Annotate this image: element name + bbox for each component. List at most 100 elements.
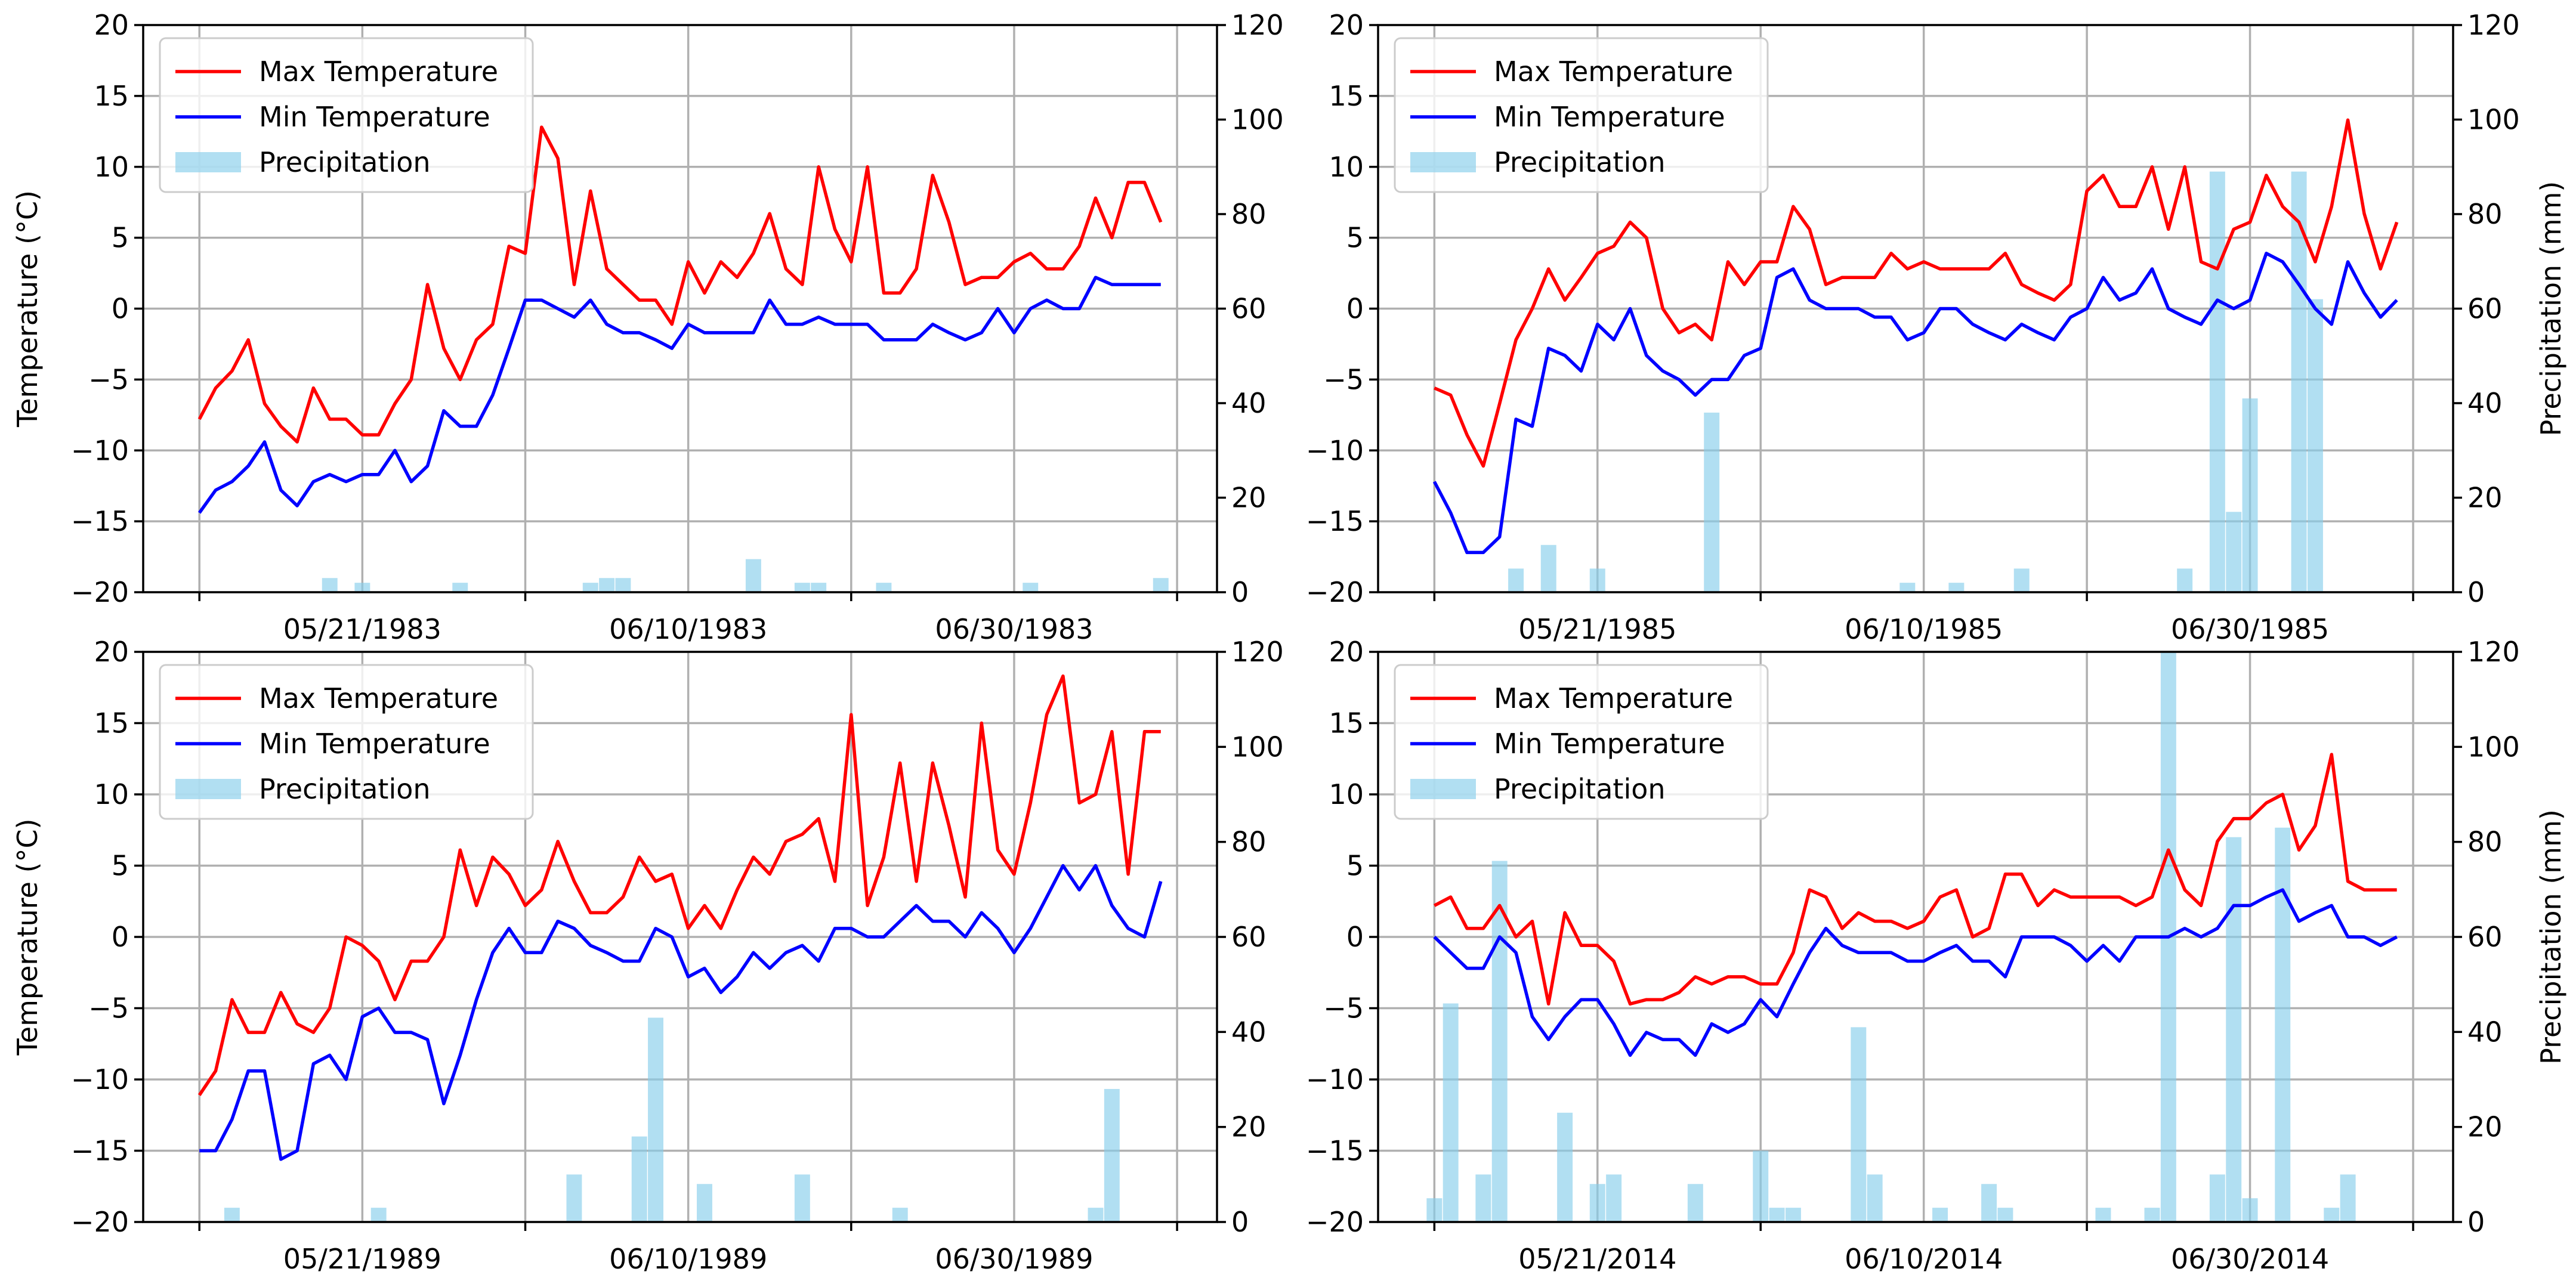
y-tick-label: 0 bbox=[112, 293, 129, 325]
precipitation-bar bbox=[1851, 1027, 1867, 1222]
y-tick-label: 20 bbox=[94, 636, 129, 668]
precipitation-bar bbox=[2226, 837, 2242, 1222]
precipitation-bar bbox=[2209, 1174, 2225, 1222]
y-tick-label: 10 bbox=[1329, 151, 1364, 183]
legend-entry-label: Max Temperature bbox=[259, 682, 498, 714]
min-temperature-line bbox=[197, 276, 1161, 514]
y-tick-label: 15 bbox=[94, 707, 129, 740]
precipitation-bar bbox=[2095, 1208, 2111, 1222]
y2-tick-label: 0 bbox=[1231, 576, 1249, 608]
legend: Max Temperature Min Temperature Precipitat… bbox=[159, 664, 534, 820]
y2-tick-label: 80 bbox=[2467, 826, 2503, 858]
y2-tick-label: 60 bbox=[2467, 921, 2503, 953]
left-y-axis: −20 −15 −10 −5 0 5 10 15 20 bbox=[1306, 636, 1378, 1238]
precipitation-bar bbox=[794, 1174, 810, 1222]
precipitation-bar bbox=[745, 559, 761, 592]
precipitation-bar bbox=[1704, 412, 1720, 592]
precipitation-bar bbox=[1426, 1198, 1443, 1222]
y-tick-label: −5 bbox=[1323, 363, 1364, 395]
y2-tick-label: 100 bbox=[1231, 731, 1284, 763]
x-tick-label: 05/21/1989 bbox=[283, 1243, 441, 1275]
y2-tick-label: 40 bbox=[1231, 387, 1267, 419]
x-axis: 05/21/1985 06/10/1985 06/30/1985 bbox=[1433, 592, 2414, 645]
precipitation-bars bbox=[322, 559, 1169, 592]
right-y-axis: 0 20 40 60 80 100 120 bbox=[1217, 636, 1284, 1238]
legend-entry-label: Precipitation bbox=[259, 146, 431, 178]
precipitation-bar bbox=[2291, 171, 2307, 592]
y-tick-label: 5 bbox=[1346, 850, 1364, 882]
y-tick-label: 5 bbox=[112, 850, 129, 882]
legend-entry-label: Min Temperature bbox=[259, 101, 490, 133]
x-axis: 05/21/2014 06/10/2014 06/30/2014 bbox=[1433, 1222, 2414, 1275]
y2-tick-label: 40 bbox=[2467, 1016, 2503, 1048]
y-tick-label: 15 bbox=[1329, 707, 1364, 740]
precipitation-bar bbox=[2242, 398, 2258, 592]
precipitation-bar bbox=[1769, 1208, 1785, 1222]
precipitation-bar bbox=[1508, 568, 1524, 592]
precipitation-bar bbox=[2242, 1198, 2258, 1222]
x-axis: 05/21/1983 06/10/1983 06/30/1983 bbox=[198, 592, 1178, 645]
max-temperature-line bbox=[1434, 753, 2397, 1006]
precipitation-bar bbox=[1557, 1112, 1573, 1222]
x-tick-label: 05/21/1985 bbox=[1518, 613, 1676, 645]
max-temperature-line bbox=[197, 674, 1161, 1096]
precipitation-bars bbox=[1508, 171, 2323, 592]
y-tick-label: 0 bbox=[112, 921, 129, 953]
min-temperature-line bbox=[1432, 252, 2398, 555]
legend-box bbox=[1394, 664, 1769, 820]
legend-entry-label: Min Temperature bbox=[259, 728, 490, 760]
y2-tick-label: 100 bbox=[2467, 104, 2520, 136]
left-y-axis: −20 −15 −10 −5 0 5 10 15 20 bbox=[71, 636, 143, 1238]
legend-swatch-precipitation bbox=[1410, 152, 1476, 172]
y2-tick-label: 40 bbox=[2467, 387, 2503, 419]
precipitation-bar bbox=[1589, 568, 1605, 592]
precipitation-bar bbox=[1088, 1208, 1104, 1222]
y-tick-label: −15 bbox=[71, 1135, 129, 1167]
y-tick-label: −20 bbox=[1306, 576, 1364, 608]
y-tick-label: 10 bbox=[94, 151, 129, 183]
y-tick-label: −20 bbox=[1306, 1206, 1364, 1238]
legend: Max Temperature Min Temperature Precipitat… bbox=[159, 37, 534, 193]
precipitation-bar bbox=[599, 578, 615, 592]
precipitation-bars bbox=[1426, 652, 2356, 1222]
y2-tick-label: 100 bbox=[1231, 104, 1284, 136]
precipitation-bar bbox=[1785, 1208, 1801, 1222]
precipitation-bar bbox=[2013, 568, 2030, 592]
legend-swatch-precipitation bbox=[1410, 779, 1476, 799]
y2-tick-label: 20 bbox=[2467, 482, 2503, 514]
y2-tick-label: 20 bbox=[2467, 1111, 2503, 1143]
y-tick-label: 20 bbox=[94, 9, 129, 41]
chart-panel-3: −20 −15 −10 −5 0 5 10 15 20 0 20 40 60 80 100 120 05/21/… bbox=[11, 636, 1284, 1275]
y-axis-label: Temperature (°C) bbox=[11, 818, 44, 1056]
y-tick-label: −5 bbox=[88, 992, 129, 1025]
y-tick-label: 20 bbox=[1329, 9, 1364, 41]
chart-panel-1: −20 −15 −10 −5 0 5 10 15 20 0 20 40 60 80 100 120 05/21/… bbox=[11, 9, 1284, 645]
x-tick-label: 05/21/1983 bbox=[283, 613, 441, 645]
precipitation-bar bbox=[615, 578, 631, 592]
legend-entry-label: Max Temperature bbox=[1494, 55, 1733, 88]
right-y-axis: 0 20 40 60 80 100 120 bbox=[2453, 9, 2520, 608]
x-axis: 05/21/1989 06/10/1989 06/30/1989 bbox=[198, 1222, 1178, 1275]
precipitation-bar bbox=[1153, 578, 1169, 592]
precipitation-bar bbox=[2307, 299, 2323, 592]
precipitation-bar bbox=[2226, 512, 2242, 592]
legend-entry-label: Min Temperature bbox=[1494, 101, 1725, 133]
x-tick-label: 06/10/2014 bbox=[1845, 1243, 2003, 1275]
precipitation-bar bbox=[631, 1136, 647, 1222]
y2-tick-label: 20 bbox=[1231, 482, 1267, 514]
precipitation-bar bbox=[1997, 1208, 2013, 1222]
y-tick-label: −10 bbox=[71, 1063, 129, 1096]
y-tick-label: −5 bbox=[88, 363, 129, 395]
y-tick-label: −20 bbox=[71, 1206, 129, 1238]
legend-entry-label: Max Temperature bbox=[259, 55, 498, 88]
precipitation-bar bbox=[566, 1174, 582, 1222]
precipitation-bar bbox=[1443, 1003, 1459, 1222]
y-tick-label: −10 bbox=[71, 434, 129, 466]
x-tick-label: 05/21/2014 bbox=[1518, 1243, 1676, 1275]
precipitation-bar bbox=[1867, 1174, 1883, 1222]
precipitation-bar bbox=[876, 583, 892, 592]
precipitation-bar bbox=[354, 583, 370, 592]
precipitation-bar bbox=[696, 1184, 712, 1222]
y-tick-label: 15 bbox=[94, 80, 129, 112]
